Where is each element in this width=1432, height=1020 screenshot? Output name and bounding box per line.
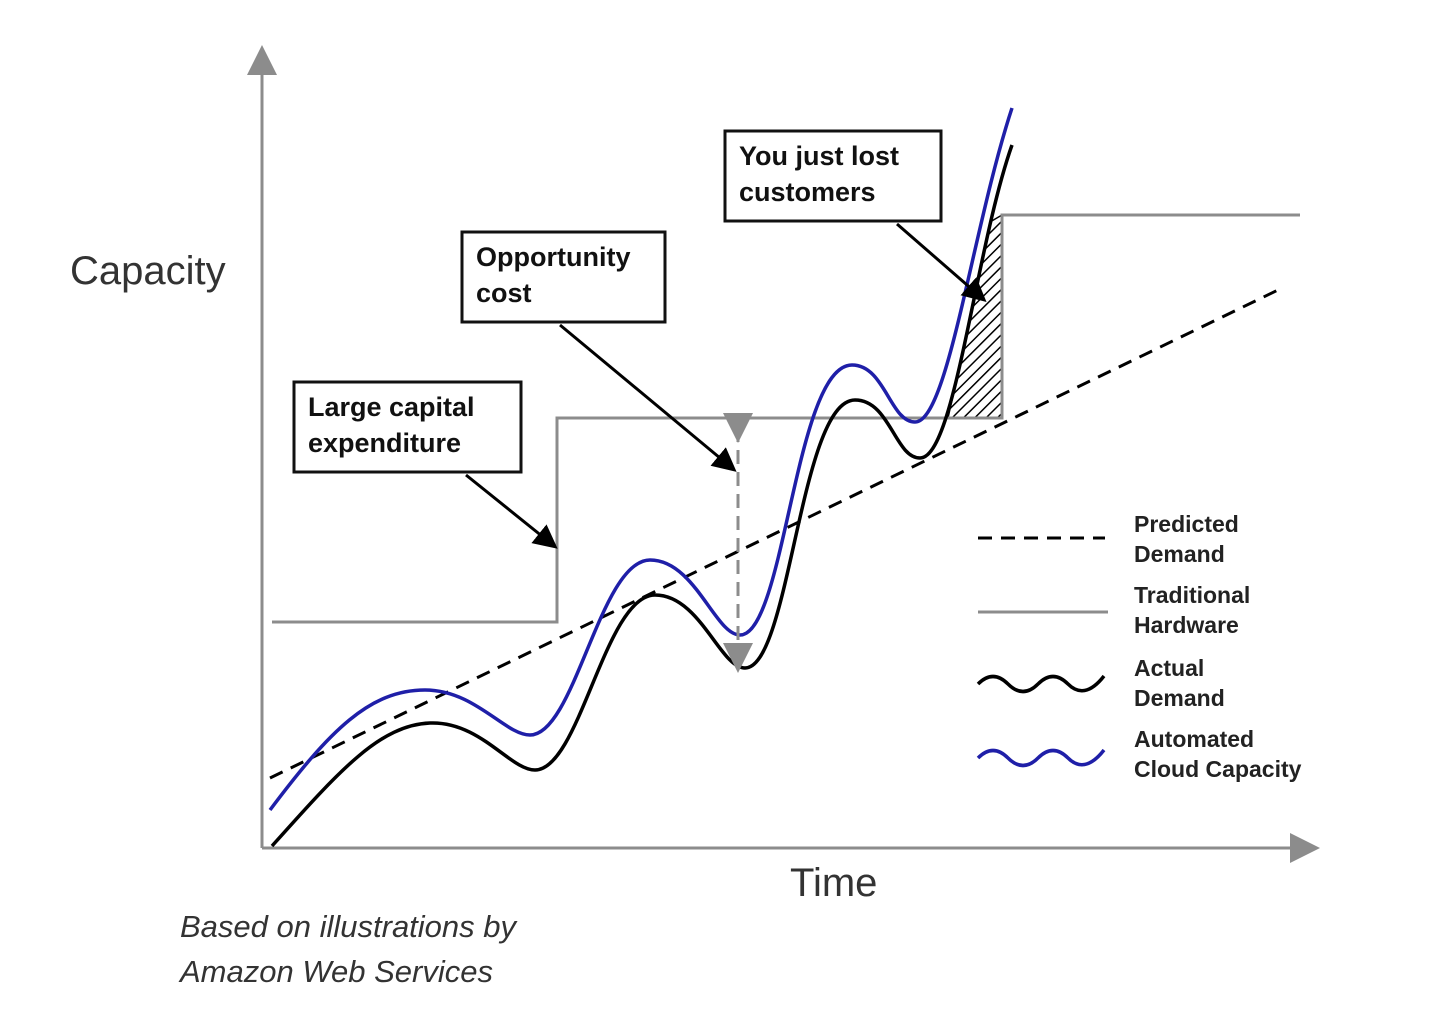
callout-line: Large capital bbox=[308, 392, 475, 422]
legend-label: Traditional bbox=[1134, 582, 1250, 608]
credit-line: Based on illustrations by bbox=[180, 909, 519, 944]
credit-line: Amazon Web Services bbox=[178, 954, 493, 989]
legend-label: Predicted bbox=[1134, 511, 1239, 537]
callout-pointer bbox=[896, 222, 987, 302]
series-predicted-demand bbox=[269, 288, 1279, 780]
legend-swatch bbox=[976, 748, 1106, 768]
legend-label: Demand bbox=[1134, 541, 1225, 567]
legend-item-automated-cloud-capacity: Automated Cloud Capacity bbox=[976, 726, 1302, 782]
legend-item-actual-demand: Actual Demand bbox=[976, 655, 1225, 711]
legend-label: Cloud Capacity bbox=[1134, 756, 1302, 782]
legend-item-traditional-hardware: Traditional Hardware bbox=[978, 582, 1250, 638]
legend-label: Actual bbox=[1134, 655, 1204, 681]
callout-line: You just lost bbox=[739, 141, 899, 171]
callout-opportunity-cost: Opportunity cost bbox=[460, 230, 737, 472]
callout-pointer bbox=[465, 473, 558, 549]
callout-large-capital-expenditure: Large capital expenditure bbox=[292, 380, 558, 549]
legend: Predicted Demand Traditional Hardware Ac… bbox=[976, 511, 1302, 782]
callout-line: expenditure bbox=[308, 428, 461, 458]
callout-line: customers bbox=[739, 177, 876, 207]
x-axis-label: Time bbox=[790, 861, 877, 905]
callout-line: cost bbox=[476, 278, 532, 308]
callout-line: Opportunity bbox=[476, 242, 630, 272]
legend-item-predicted-demand: Predicted Demand bbox=[978, 511, 1239, 567]
callout-pointer bbox=[559, 323, 737, 472]
legend-swatch bbox=[976, 674, 1106, 694]
legend-label: Automated bbox=[1134, 726, 1254, 752]
callout-lost-customers: You just lost customers bbox=[723, 129, 987, 302]
series-automated-cloud-capacity bbox=[268, 107, 1014, 812]
legend-label: Hardware bbox=[1134, 612, 1239, 638]
legend-label: Demand bbox=[1134, 685, 1225, 711]
series-traditional-hardware bbox=[272, 213, 1300, 624]
y-axis-label: Capacity bbox=[70, 249, 226, 293]
